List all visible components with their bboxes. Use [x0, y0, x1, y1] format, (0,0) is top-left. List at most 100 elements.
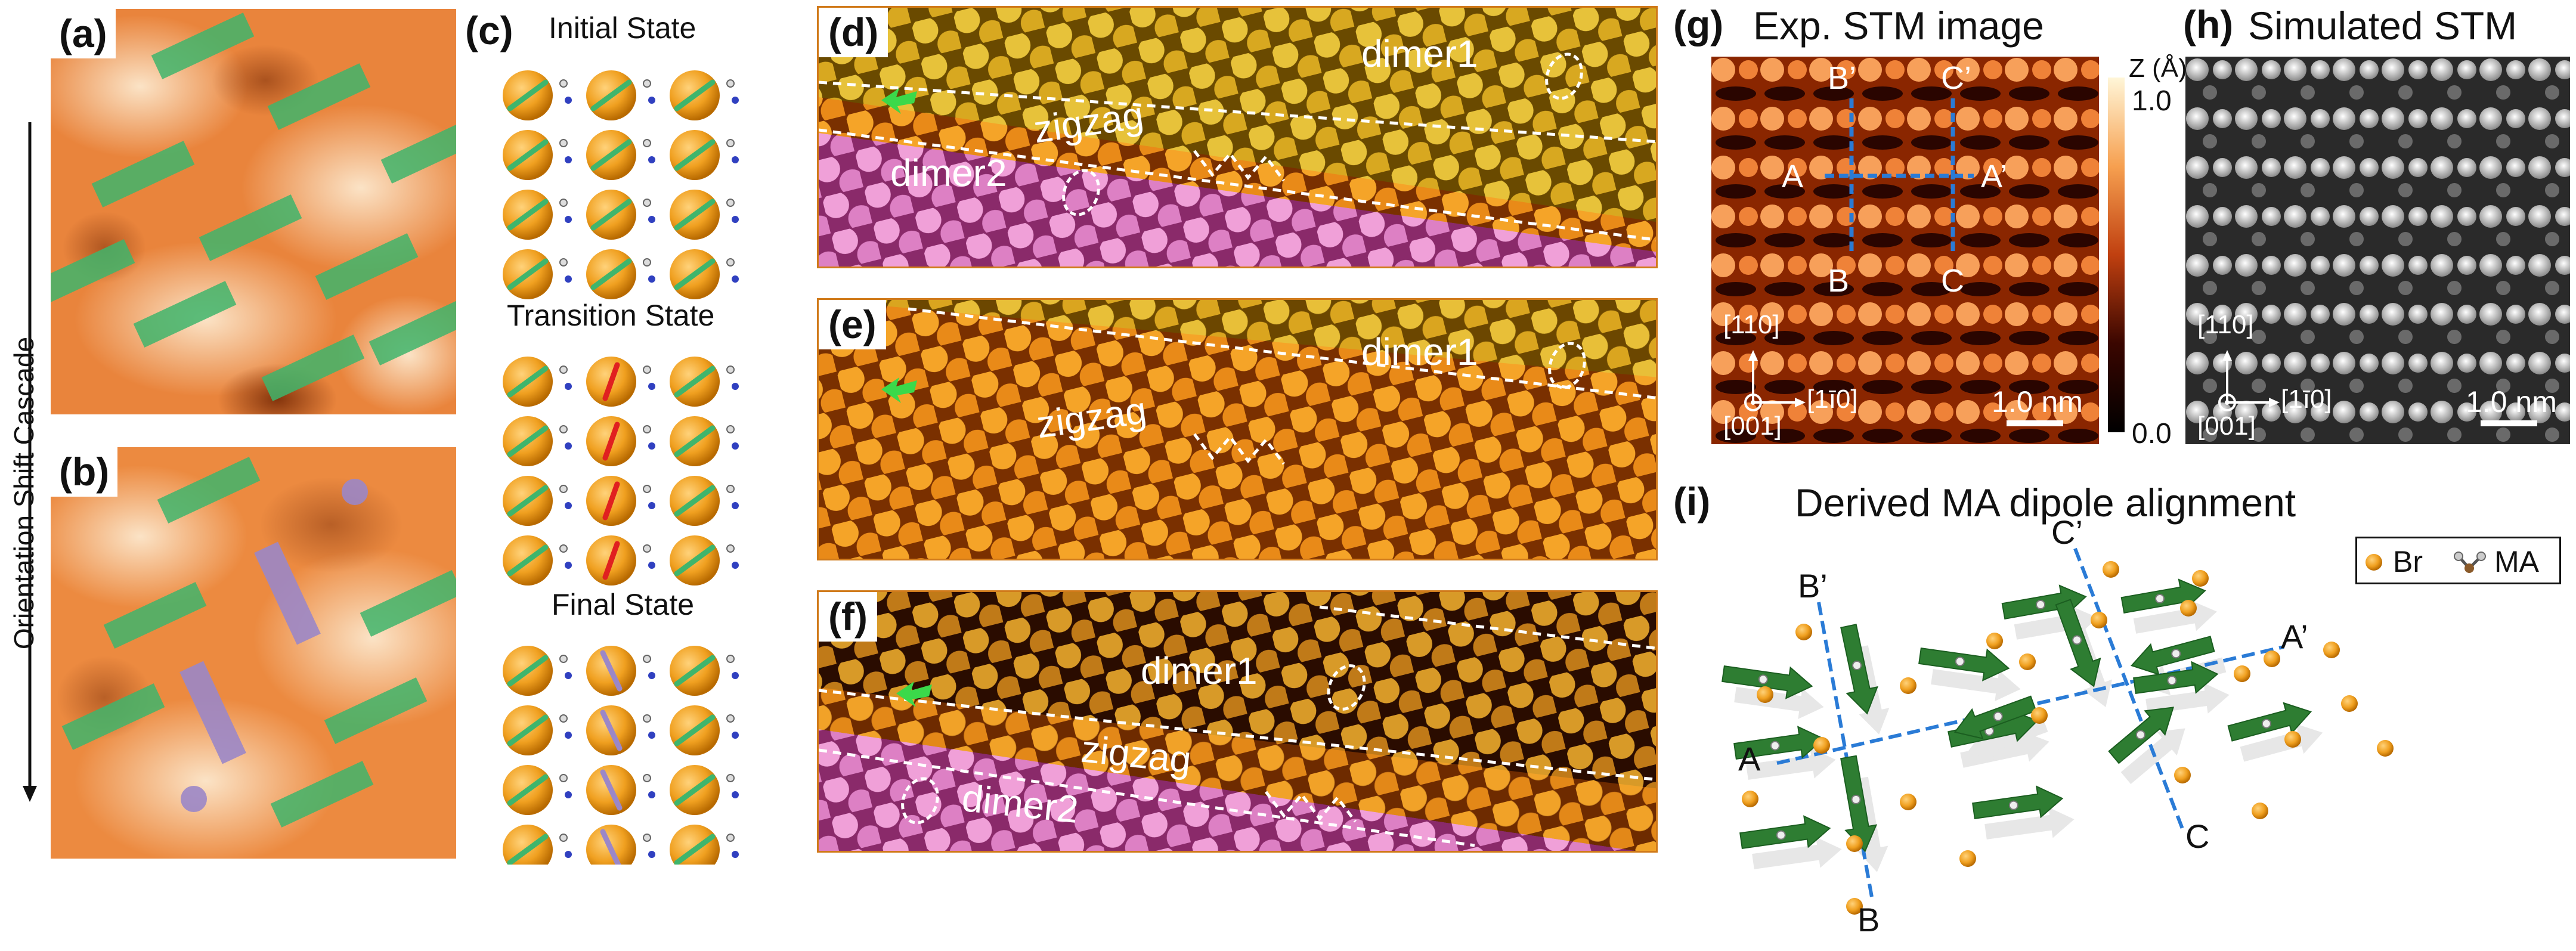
- i-point-a-prime: A’: [2281, 618, 2308, 655]
- h-dir-up: [110]: [2197, 310, 2254, 339]
- i-point-b-prime: B’: [1798, 567, 1828, 605]
- final-state-title: Final State: [552, 588, 695, 621]
- colorbar-min: 0.0: [2132, 418, 2172, 450]
- exp-stm-image: A A’ B B’ C C’ [110] [1ī0] [001] 1.0 nm: [1711, 57, 2099, 444]
- br-atom: [2174, 767, 2191, 783]
- axis-label: Orientation Shift Cascade: [8, 336, 39, 650]
- lattice-dipole: [674, 774, 716, 806]
- panel-e-label: (e): [819, 300, 886, 349]
- panel-b-rotated-dipoles: [179, 479, 368, 812]
- lattice-dipole: [600, 769, 623, 811]
- lattice-dipole: [507, 774, 549, 806]
- lattice-br-sphere: [503, 825, 553, 865]
- br-atom: [1846, 898, 1863, 915]
- ma-dipole-arrow: [1739, 815, 1831, 850]
- colorbar-max: 1.0: [2132, 85, 2172, 117]
- point-a: A: [1782, 159, 1804, 194]
- panel-i-legend: Br MA: [2355, 537, 2561, 584]
- i-point-c: C: [2185, 817, 2210, 855]
- lattice-dipole: [674, 139, 716, 171]
- legend-ma-label: MA: [2494, 545, 2539, 578]
- lattice-dipole: [590, 79, 632, 111]
- panel-e-stm: [819, 300, 1656, 559]
- br-atom: [2252, 803, 2268, 819]
- h-dir-right: [1ī0]: [2281, 385, 2332, 414]
- panel-e: (e) dimer1 zigzag: [817, 298, 1658, 560]
- panel-b-map: [51, 447, 456, 859]
- panel-f: (f) dimer1 zigzag dimer2: [817, 590, 1658, 853]
- lattice-dipole: [674, 258, 716, 290]
- dipole-alignment-diagram: [1722, 547, 2394, 915]
- g-scale-bar: 1.0 nm: [1992, 385, 2083, 419]
- ma-dipole-arrows: [1722, 578, 2312, 853]
- lattice-dipole: [674, 655, 716, 687]
- lattice-dipole: [602, 422, 620, 461]
- panel-b-label: (b): [51, 447, 118, 497]
- panel-d-dimer2: dimer2: [890, 151, 1007, 194]
- lattice-dipole: [507, 485, 549, 517]
- panel-h: (h) Simulated STM [110] [1ī0] [0: [2179, 0, 2576, 477]
- br-atom: [2377, 740, 2394, 757]
- h-scale-bar: 1.0 nm: [2466, 385, 2557, 419]
- br-atom: [1959, 850, 1976, 867]
- panel-a-map: [51, 9, 456, 414]
- lattice-dipole: [507, 544, 549, 577]
- i-point-c-prime: C’: [2051, 513, 2083, 551]
- panel-i-label: (i): [1670, 477, 1714, 526]
- br-atom: [2103, 561, 2119, 578]
- br-atom: [1846, 835, 1863, 852]
- lattice-dipole: [674, 199, 716, 231]
- panel-c-label: (c): [465, 6, 513, 55]
- panel-h-label: (h): [2179, 0, 2237, 49]
- br-atom: [2264, 650, 2280, 667]
- simulated-stm-image: [110] [1ī0] [001] 1.0 nm: [2185, 57, 2570, 444]
- transition-state-title: Transition State: [507, 299, 715, 332]
- br-atom: [2284, 731, 2301, 748]
- panel-e-dimer1: dimer1: [1361, 330, 1478, 373]
- lattice-br-sphere: [670, 825, 720, 865]
- legend-ma-icon: [2454, 552, 2486, 573]
- lattice-dipole: [590, 139, 632, 171]
- panel-g-title: Exp. STM image: [1753, 4, 2044, 48]
- lattice-dipole: [674, 485, 716, 517]
- lattice-dipole: [507, 655, 549, 687]
- panel-c-lattices: [503, 70, 739, 865]
- panel-d-dimer1: dimer1: [1361, 32, 1478, 75]
- br-atom: [2019, 653, 2036, 670]
- br-atom: [2341, 695, 2358, 712]
- panel-d-stm: [819, 8, 1656, 267]
- panel-d-label: (d): [819, 8, 888, 57]
- lattice-dipole: [507, 258, 549, 290]
- lattice-dipole: [600, 650, 623, 692]
- point-b: B: [1828, 263, 1850, 299]
- panel-f-label: (f): [819, 592, 877, 642]
- orientation-cascade-axis: Orientation Shift Cascade: [0, 0, 48, 948]
- panel-a: (a): [51, 9, 456, 414]
- lattice-dipole: [507, 834, 549, 865]
- panel-a-dipoles: [51, 13, 456, 401]
- panel-f-stm: [819, 592, 1656, 851]
- br-atom: [1900, 794, 1916, 810]
- panel-d: (d) dimer1 zigzag dimer2: [817, 6, 1658, 268]
- lattice-dipole: [507, 79, 549, 111]
- br-atom: [1795, 624, 1812, 640]
- panel-c: (c) Initial State Transition State Final…: [465, 6, 787, 865]
- lattice-dipole: [674, 544, 716, 577]
- lattice-dipole: [600, 829, 621, 865]
- lattice-dipole: [507, 425, 549, 457]
- panel-h-title: Simulated STM: [2248, 4, 2518, 48]
- colorbar: [2108, 78, 2125, 432]
- final-state-lattice: [503, 646, 739, 865]
- panel-i: (i) Derived MA dipole alignment Br MA A …: [1670, 477, 2576, 948]
- lattice-dipole: [602, 362, 620, 401]
- g-dir-right: [1ī0]: [1807, 385, 1858, 414]
- point-a-prime: A’: [1981, 159, 2008, 194]
- br-atom: [2323, 642, 2340, 658]
- panel-b: (b): [51, 447, 456, 859]
- g-dir-out: [001]: [1723, 411, 1782, 441]
- h-dir-out: [001]: [2197, 411, 2256, 441]
- transition-state-lattice: [503, 357, 739, 586]
- panel-a-label: (a): [51, 9, 116, 58]
- br-atom: [2234, 665, 2250, 682]
- lattice-dipole: [590, 199, 632, 231]
